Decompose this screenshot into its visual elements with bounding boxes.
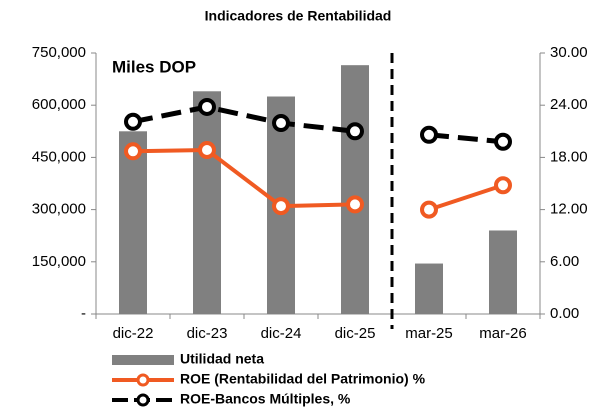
marker (346, 122, 364, 141)
bar (193, 91, 221, 314)
y-tick-label: 150,000 (32, 253, 86, 270)
line (428, 183, 504, 212)
y2-tick-label: 18.00 (550, 148, 588, 165)
y2-tick-label: 6.00 (550, 253, 579, 270)
marker (272, 114, 290, 133)
marker (494, 132, 512, 151)
y2-tick-label: 0.00 (550, 305, 579, 322)
y-tick-label: 600,000 (32, 96, 86, 113)
x-tick-label: dic-22 (113, 325, 154, 342)
y-tick-label: 450,000 (32, 148, 86, 165)
x-tick-label: mar-26 (479, 325, 527, 342)
legend-label: ROE-Bancos Múltiples, % (180, 391, 351, 407)
line (132, 104, 356, 134)
marker (198, 141, 216, 160)
bar (119, 131, 147, 314)
marker (494, 176, 512, 195)
legend-swatch (112, 355, 174, 365)
marker (346, 195, 364, 214)
marker (420, 125, 438, 144)
chart-title: Indicadores de Rentabilidad (205, 8, 392, 24)
marker (124, 142, 142, 161)
line (428, 132, 504, 145)
line (132, 147, 356, 209)
legend-label: Utilidad neta (180, 351, 264, 367)
bar (415, 263, 443, 314)
y2-tick-label: 24.00 (550, 96, 588, 113)
marker (272, 197, 290, 216)
x-tick-label: dic-23 (187, 325, 228, 342)
y2-tick-label: 30.00 (550, 44, 588, 61)
y2-tick-label: 12.00 (550, 201, 588, 218)
legend-marker (136, 373, 150, 387)
bar (489, 230, 517, 314)
y-tick-label: 300,000 (32, 201, 86, 218)
x-tick-label: mar-25 (405, 325, 453, 342)
y-tick-label: - (81, 305, 86, 322)
x-tick-label: dic-24 (261, 325, 302, 342)
bar (341, 65, 369, 315)
marker (420, 200, 438, 219)
legend-label: ROE (Rentabilidad del Patrimonio) % (180, 371, 426, 387)
y-tick-label: 750,000 (32, 44, 86, 61)
annotation: Miles DOP (112, 57, 196, 76)
marker (124, 112, 142, 131)
legend-marker (136, 393, 150, 407)
marker (198, 97, 216, 116)
x-tick-label: dic-25 (335, 325, 376, 342)
